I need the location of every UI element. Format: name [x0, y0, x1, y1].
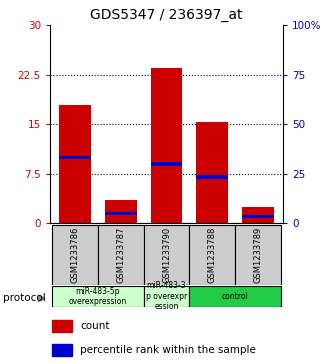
- Text: GSM1233787: GSM1233787: [116, 227, 125, 283]
- Bar: [189, 225, 235, 285]
- Text: GSM1233789: GSM1233789: [253, 227, 262, 283]
- Bar: [189, 286, 281, 307]
- Bar: [144, 286, 189, 307]
- Bar: [98, 225, 144, 285]
- Bar: [151, 162, 182, 166]
- Bar: [59, 156, 91, 159]
- Text: GSM1233786: GSM1233786: [71, 227, 80, 283]
- Text: miR-483-3
p overexpr
ession: miR-483-3 p overexpr ession: [146, 281, 187, 311]
- Text: GSM1233788: GSM1233788: [208, 227, 217, 283]
- Text: protocol: protocol: [3, 293, 46, 303]
- Text: control: control: [222, 292, 248, 301]
- Text: GSM1233790: GSM1233790: [162, 227, 171, 283]
- Bar: [151, 68, 182, 223]
- Bar: [196, 175, 228, 179]
- Bar: [52, 344, 72, 356]
- Bar: [235, 225, 281, 285]
- Bar: [59, 105, 91, 223]
- Text: miR-483-5p
overexpression: miR-483-5p overexpression: [69, 286, 127, 306]
- Bar: [105, 212, 137, 215]
- Bar: [196, 122, 228, 223]
- Bar: [242, 207, 274, 223]
- Title: GDS5347 / 236397_at: GDS5347 / 236397_at: [90, 8, 243, 22]
- Text: percentile rank within the sample: percentile rank within the sample: [80, 345, 256, 355]
- Bar: [52, 286, 144, 307]
- Bar: [52, 320, 72, 332]
- Bar: [105, 200, 137, 223]
- Bar: [242, 215, 274, 218]
- Bar: [144, 225, 189, 285]
- Bar: [52, 225, 98, 285]
- Text: count: count: [80, 321, 110, 331]
